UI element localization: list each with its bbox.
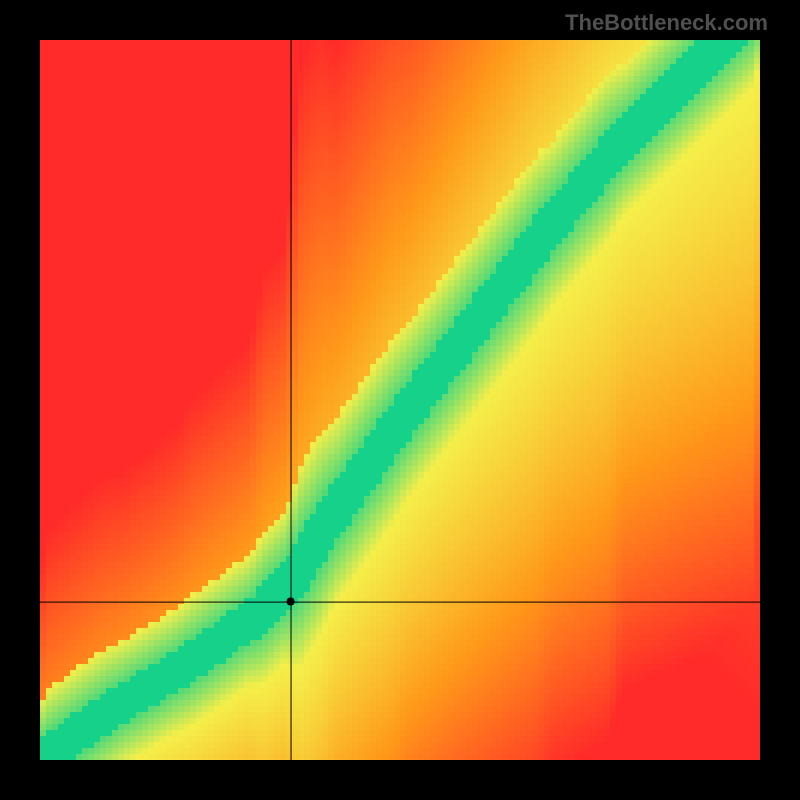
watermark-text: TheBottleneck.com <box>565 10 768 36</box>
bottleneck-heatmap <box>40 40 760 760</box>
